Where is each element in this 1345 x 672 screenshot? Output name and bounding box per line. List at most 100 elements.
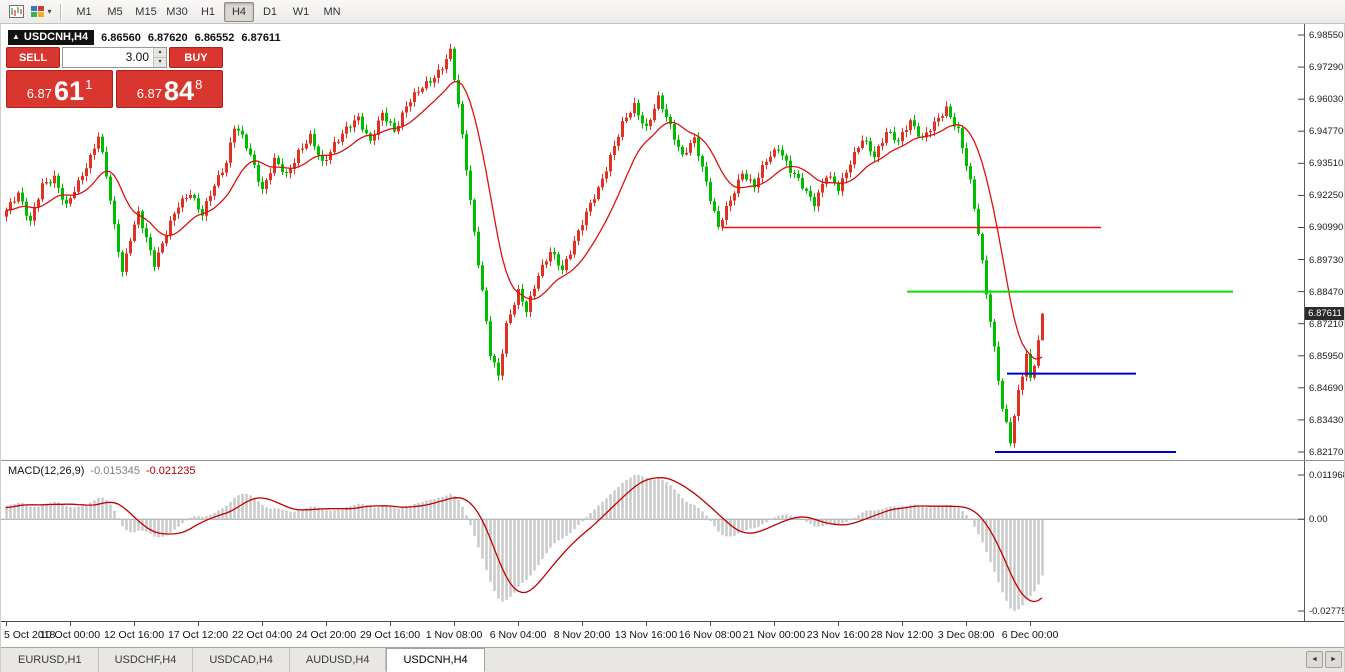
sell-pips: 61 [54,76,85,106]
chart-area: 6.98550 6.97290 6.96030 6.94770 6.93510 6.922… [0,24,1345,672]
macd-axis-label: 0.00 [1309,514,1328,525]
time-label: 1 Nov 08:00 [425,629,483,641]
time-label: 6 Dec 00:00 [1001,629,1059,641]
volume-decrease-icon[interactable]: ▾ [154,58,166,67]
macd-name: MACD(12,26,9) [8,465,85,477]
price-axis-label: 6.82170 [1309,447,1344,458]
collapse-trade-panel-icon[interactable]: ▲ [12,32,20,41]
volume-increase-icon[interactable]: ▴ [154,48,166,58]
time-tick [646,622,647,626]
macd-label: MACD(12,26,9) -0.015345 -0.021235 [8,465,196,477]
price-axis-label: 6.94770 [1309,126,1344,138]
symbol-label: USDCNH,H4 [23,31,89,43]
close-value: 6.87611 [241,31,281,44]
time-tick [902,622,903,626]
price-axis-label: 6.90990 [1309,222,1344,234]
time-tick [70,622,71,626]
toolbar-separator [60,3,62,20]
volume-stepper[interactable]: 3.00 ▴ ▾ [62,47,167,68]
macd-main-value: -0.015345 [90,465,140,477]
price-axis-label: 6.93510 [1309,158,1344,170]
chart-tab-usdchf-h4[interactable]: USDCHF,H4 [99,648,194,672]
timeframe-button-d1[interactable]: D1 [262,5,278,18]
volume-spin-buttons: ▴ ▾ [153,48,166,67]
time-label: 5 Oct 2018 [4,629,56,641]
price-axis-label: 6.97290 [1309,62,1344,74]
macd-signal-value: -0.021235 [145,465,196,477]
time-label: 21 Nov 00:00 [742,629,806,641]
time-tick [838,622,839,626]
chart-tab-audusd-h4[interactable]: AUDUSD,H4 [290,648,387,672]
time-label: 22 Oct 04:00 [231,629,293,641]
current-price-badge: 6.87611 [1305,307,1345,320]
time-label: 17 Oct 12:00 [167,629,229,641]
timeframe-button-m5[interactable]: M5 [107,5,123,18]
time-tick [326,622,327,626]
new-chart-icon[interactable]: ▾ [29,1,53,23]
macd-axis-label: 0.011968 [1309,470,1345,481]
low-value: 6.86552 [194,31,235,44]
tab-scroll-controls: ◄ ► [1306,651,1342,668]
time-tick [262,622,263,626]
time-tick [198,622,199,626]
sell-pipette: 1 [85,77,93,92]
macd-histogram [5,475,1044,611]
price-chart[interactable] [0,24,1304,460]
dropdown-caret-icon: ▾ [47,6,52,16]
time-label: 28 Nov 12:00 [870,629,934,641]
price-axis-label: 6.98550 [1309,30,1344,41]
time-tick [518,622,519,626]
chart-tab-eurusd-h1[interactable]: EURUSD,H1 [2,648,99,672]
macd-indicator[interactable] [0,461,1304,621]
time-label: 16 Nov 08:00 [678,629,742,641]
one-click-trading-panel: SELL 3.00 ▴ ▾ BUY 6.87 61 1 6.87 [6,47,223,108]
time-label: 23 Nov 16:00 [806,629,870,641]
time-label: 6 Nov 04:00 [489,629,547,641]
timeframe-button-m1[interactable]: M1 [76,5,92,18]
buy-big-figure: 6.87 [136,86,163,101]
buy-pips: 84 [164,76,195,106]
timeframe-button-m15[interactable]: M15 [135,5,157,18]
sell-button[interactable]: SELL [6,47,60,68]
buy-button[interactable]: BUY [169,47,223,68]
high-value: 6.87620 [147,31,188,44]
sell-price-button[interactable]: 6.87 61 1 [6,70,113,108]
timeframe-button-h1[interactable]: H1 [200,5,216,18]
tab-scroll-right-icon[interactable]: ► [1325,651,1342,668]
time-tick [710,622,711,626]
price-axis-label: 6.85950 [1309,350,1344,362]
candles [5,44,1044,448]
price-axis-label: 6.96030 [1309,94,1344,106]
timeframe-button-w1[interactable]: W1 [292,5,310,18]
chart-header: ▲ USDCNH,H4 6.86560 6.87620 6.86552 6.87… [8,30,281,45]
timeframe-button-mn[interactable]: MN [323,5,341,18]
window-edge-left [0,24,1,672]
time-tick [774,622,775,626]
time-label: 12 Oct 16:00 [103,629,165,641]
price-axis-label: 6.88470 [1309,286,1344,298]
symbol-chip[interactable]: ▲ USDCNH,H4 [8,30,95,45]
time-label: 8 Nov 20:00 [553,629,611,641]
price-axis-label: 6.83430 [1309,414,1344,426]
time-axis[interactable]: 5 Oct 2018 10 Oct 00:00 12 Oct 16:00 17 Oct… [0,621,1345,647]
time-label: 24 Oct 20:00 [295,629,357,641]
chart-window-icon[interactable] [4,1,28,23]
chart-tab-usdcad-h4[interactable]: USDCAD,H4 [193,648,290,672]
macd-axis-label: -0.02775 [1309,606,1345,617]
panel-divider[interactable] [0,460,1345,461]
price-axis-label: 6.92250 [1309,190,1344,202]
time-label: 29 Oct 16:00 [359,629,421,641]
timeframe-button-h4[interactable]: H4 [224,1,254,22]
time-tick [134,622,135,626]
price-axis-column[interactable]: 6.98550 6.97290 6.96030 6.94770 6.93510 6.922… [1304,24,1345,621]
timeframe-buttons: M1 M5 M15 M30 H1 H4 D1 W1 MN [69,1,347,22]
time-label: 3 Dec 08:00 [937,629,995,641]
buy-price-button[interactable]: 6.87 84 8 [116,70,223,108]
volume-value[interactable]: 3.00 [125,50,149,64]
tab-scroll-left-icon[interactable]: ◄ [1306,651,1323,668]
timeframe-button-m30[interactable]: M30 [166,5,188,18]
moving-average-line [5,80,1043,360]
time-tick [390,622,391,626]
chart-tab-usdcnh-h4[interactable]: USDCNH,H4 [386,648,485,672]
